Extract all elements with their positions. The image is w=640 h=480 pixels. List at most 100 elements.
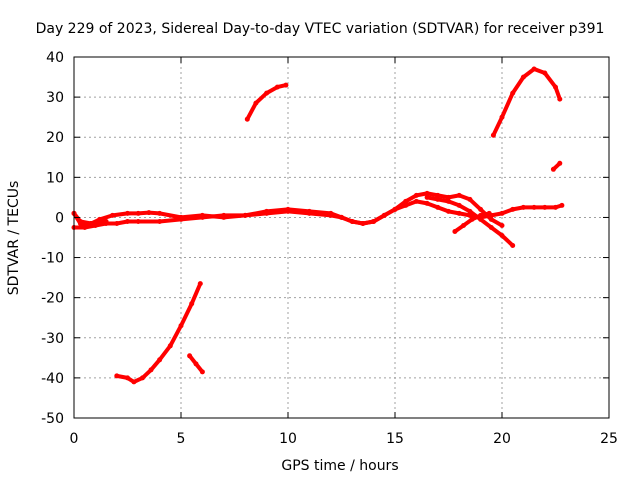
data-point xyxy=(456,210,462,216)
data-point xyxy=(135,210,141,216)
x-tick-labels: 0 5 10 15 20 25 xyxy=(70,431,618,447)
data-point xyxy=(167,343,173,349)
data-point xyxy=(456,192,462,198)
data-point xyxy=(381,212,387,218)
data-point xyxy=(413,198,419,204)
data-point xyxy=(478,206,484,212)
plot-frame xyxy=(73,56,610,419)
y-tick-labels: -50 -40 -30 -20 -10 0 10 20 30 40 xyxy=(41,50,64,427)
data-point xyxy=(531,204,537,210)
data-series xyxy=(71,66,565,385)
x-tick-label: 15 xyxy=(386,431,404,447)
data-point xyxy=(531,66,537,72)
data-point xyxy=(461,223,466,228)
data-point xyxy=(178,323,184,329)
series-arc-peak xyxy=(491,67,562,138)
chart-title: Day 229 of 2023, Sidereal Day-to-day VTE… xyxy=(36,21,605,37)
data-point xyxy=(125,375,130,381)
data-point xyxy=(221,212,227,218)
data-point xyxy=(542,204,548,210)
data-point xyxy=(328,212,334,218)
data-point xyxy=(488,225,494,230)
data-point xyxy=(253,100,259,106)
data-point xyxy=(467,208,473,214)
data-point xyxy=(242,212,248,218)
y-tick-label: 0 xyxy=(55,210,64,226)
data-point xyxy=(478,212,484,218)
y-tick-label: 40 xyxy=(46,50,64,66)
data-point xyxy=(244,116,250,122)
data-point xyxy=(193,361,199,367)
data-point xyxy=(349,219,355,224)
data-point xyxy=(403,198,409,204)
data-point xyxy=(499,114,505,120)
data-point xyxy=(110,212,115,218)
y-tick-label: 20 xyxy=(46,130,64,146)
data-point xyxy=(486,210,492,216)
data-point xyxy=(520,204,526,210)
y-axis-label: SDTVAR / TECUs xyxy=(6,181,22,296)
data-point xyxy=(178,216,184,222)
x-tick-label: 0 xyxy=(70,431,79,447)
x-tick-label: 5 xyxy=(177,431,186,447)
y-tick-label: -40 xyxy=(41,371,64,387)
y-tick-label: -50 xyxy=(41,411,64,427)
data-point xyxy=(510,243,516,248)
data-point xyxy=(199,214,205,220)
data-point xyxy=(148,367,154,373)
data-point xyxy=(140,375,145,381)
data-point xyxy=(339,214,344,220)
y-tick-label: 30 xyxy=(46,90,64,106)
data-point xyxy=(135,219,141,224)
data-point xyxy=(88,221,94,226)
data-point xyxy=(131,379,137,385)
x-axis-label: GPS time / hours xyxy=(281,458,398,474)
data-point xyxy=(446,208,451,214)
data-point xyxy=(306,210,312,216)
y-tick-label: -10 xyxy=(41,251,64,267)
data-point xyxy=(82,225,88,230)
data-point xyxy=(550,166,556,172)
x-tick-label: 10 xyxy=(279,431,297,447)
data-point xyxy=(403,202,409,208)
data-point xyxy=(510,206,516,212)
data-point xyxy=(157,219,163,224)
data-point xyxy=(435,204,441,210)
series-early-drop xyxy=(72,211,109,226)
x-tick-label: 25 xyxy=(600,431,618,447)
data-point xyxy=(520,74,526,80)
data-point xyxy=(456,202,462,208)
series-trough xyxy=(114,281,203,384)
data-point xyxy=(125,219,130,224)
y-tick-label: 10 xyxy=(46,170,64,186)
data-point xyxy=(510,90,516,96)
data-point xyxy=(264,210,270,216)
data-point xyxy=(125,210,130,216)
data-point xyxy=(114,373,120,379)
data-point xyxy=(146,210,152,216)
data-point xyxy=(189,301,195,307)
data-point xyxy=(264,90,270,96)
data-point xyxy=(446,198,451,204)
grid-lines xyxy=(74,57,609,418)
data-point xyxy=(435,192,441,198)
data-point xyxy=(542,70,548,76)
y-tick-label: -20 xyxy=(41,291,64,307)
data-point xyxy=(488,216,494,222)
data-point xyxy=(77,221,83,226)
data-point xyxy=(424,194,430,200)
y-tick-label: -30 xyxy=(41,331,64,347)
data-point xyxy=(413,192,419,198)
data-point xyxy=(467,196,473,202)
data-point xyxy=(424,190,430,196)
x-tick-label: 20 xyxy=(493,431,511,447)
data-point xyxy=(114,221,120,226)
data-point xyxy=(392,206,398,212)
data-point xyxy=(435,196,441,202)
data-point xyxy=(553,84,558,90)
data-point xyxy=(553,204,558,210)
data-point xyxy=(371,219,377,224)
data-point xyxy=(199,369,205,375)
data-point xyxy=(157,357,163,363)
